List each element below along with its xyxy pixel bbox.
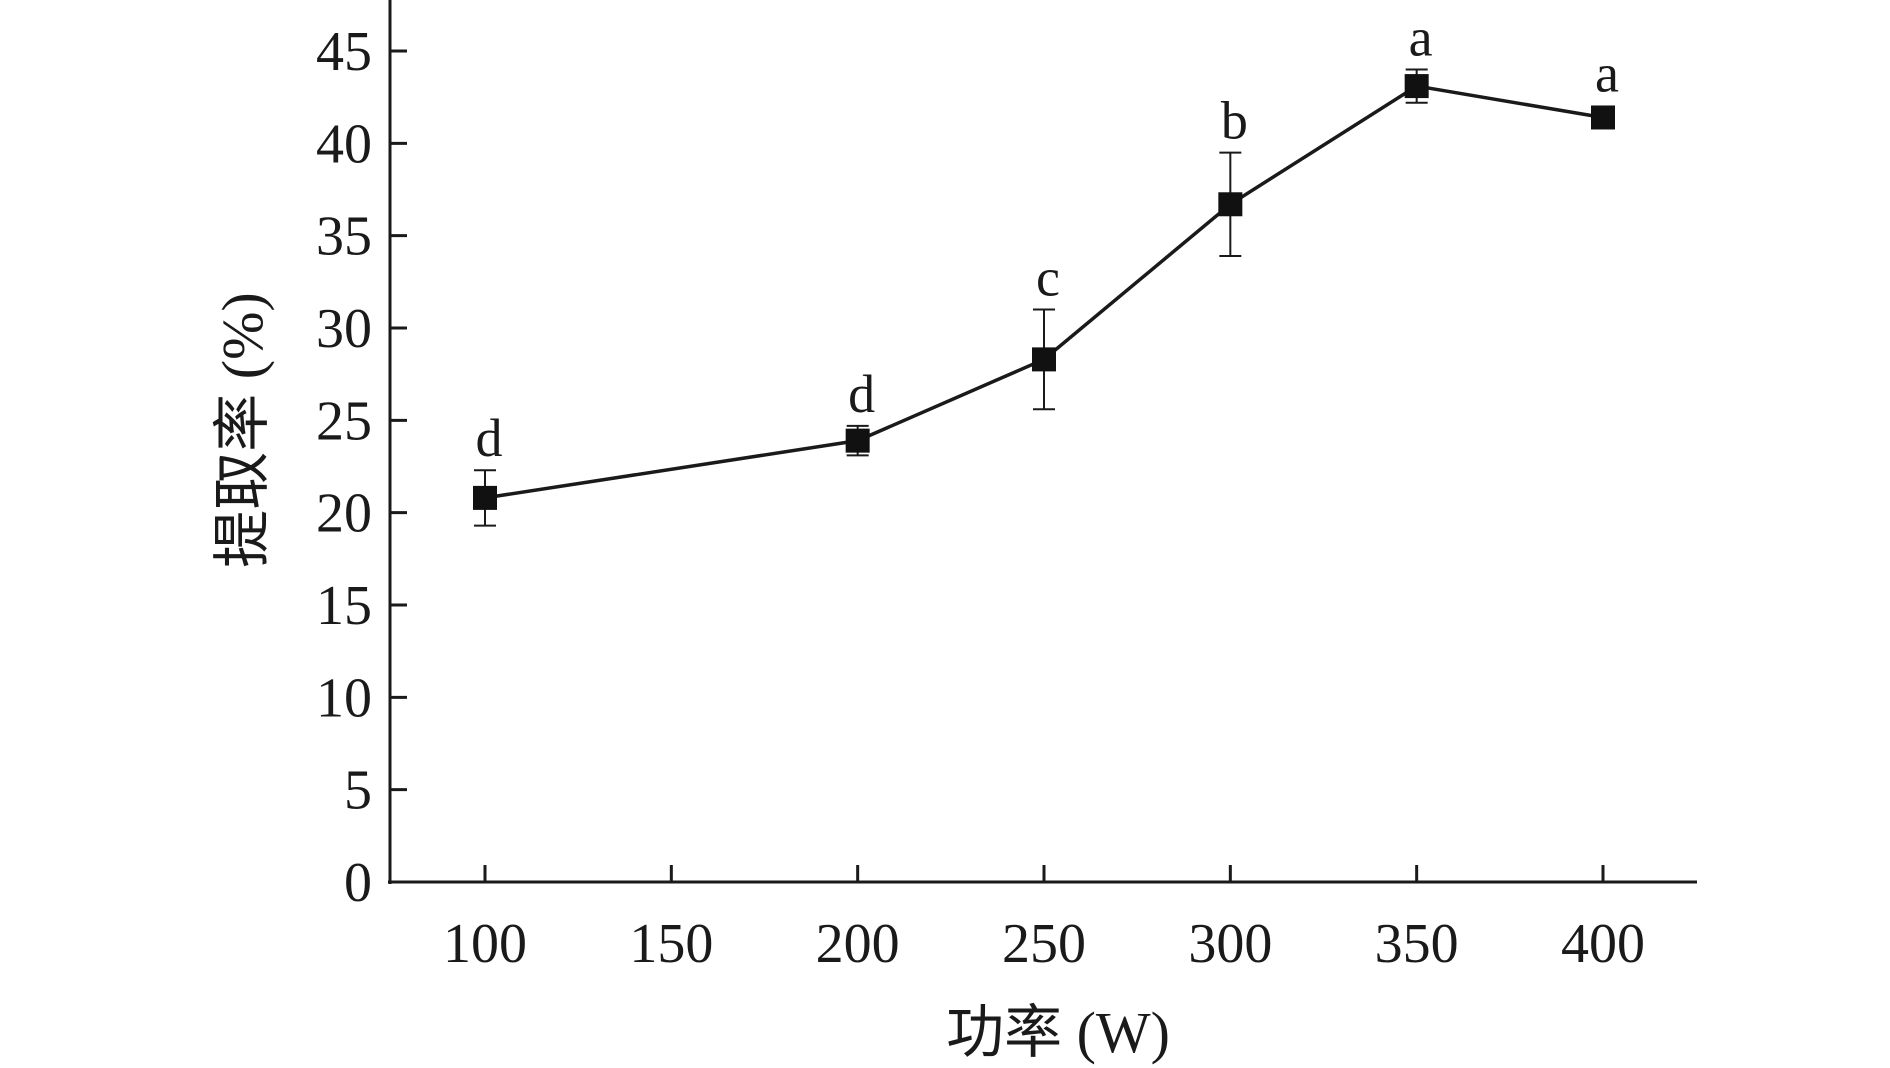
y-tick-label: 15 — [316, 575, 372, 637]
significance-label: d — [476, 408, 503, 468]
significance-label: a — [1409, 7, 1433, 67]
y-tick-label: 5 — [344, 760, 372, 822]
significance-label: b — [1221, 91, 1248, 151]
data-point — [1032, 347, 1056, 372]
x-tick-label: 350 — [1375, 913, 1459, 975]
y-tick-label: 25 — [316, 390, 372, 452]
y-tick-label: 0 — [344, 852, 372, 914]
significance-label: c — [1036, 248, 1060, 308]
y-tick-label: 30 — [316, 298, 372, 360]
x-tick-label: 150 — [629, 913, 713, 975]
data-point — [1218, 192, 1243, 217]
series-line — [484, 84, 1604, 500]
y-tick-label: 35 — [316, 206, 372, 268]
data-point — [1404, 74, 1429, 99]
axes: 0 5 10 15 20 25 30 35 40 45 100 150 200 250 300 350 400 — [316, 0, 1697, 975]
y-tick-label: 20 — [316, 483, 372, 545]
significance-label: d — [848, 364, 875, 424]
data-point — [473, 485, 497, 510]
data-point — [1591, 105, 1615, 130]
data-marks: d d c b a a — [473, 7, 1619, 527]
x-tick-label: 100 — [443, 913, 527, 975]
x-tick-label: 200 — [816, 913, 900, 975]
x-axis-label: 功率 (W) — [946, 1000, 1170, 1065]
data-point — [845, 428, 870, 453]
x-tick-label: 300 — [1188, 913, 1272, 975]
y-tick-label: 45 — [316, 21, 372, 83]
y-axis-label: 提取率 (%) — [210, 292, 275, 567]
y-tick-label: 40 — [316, 113, 372, 175]
significance-label: a — [1595, 43, 1619, 103]
y-tick-label: 10 — [316, 667, 372, 729]
x-tick-label: 250 — [1002, 913, 1086, 975]
x-tick-label: 400 — [1561, 913, 1645, 975]
